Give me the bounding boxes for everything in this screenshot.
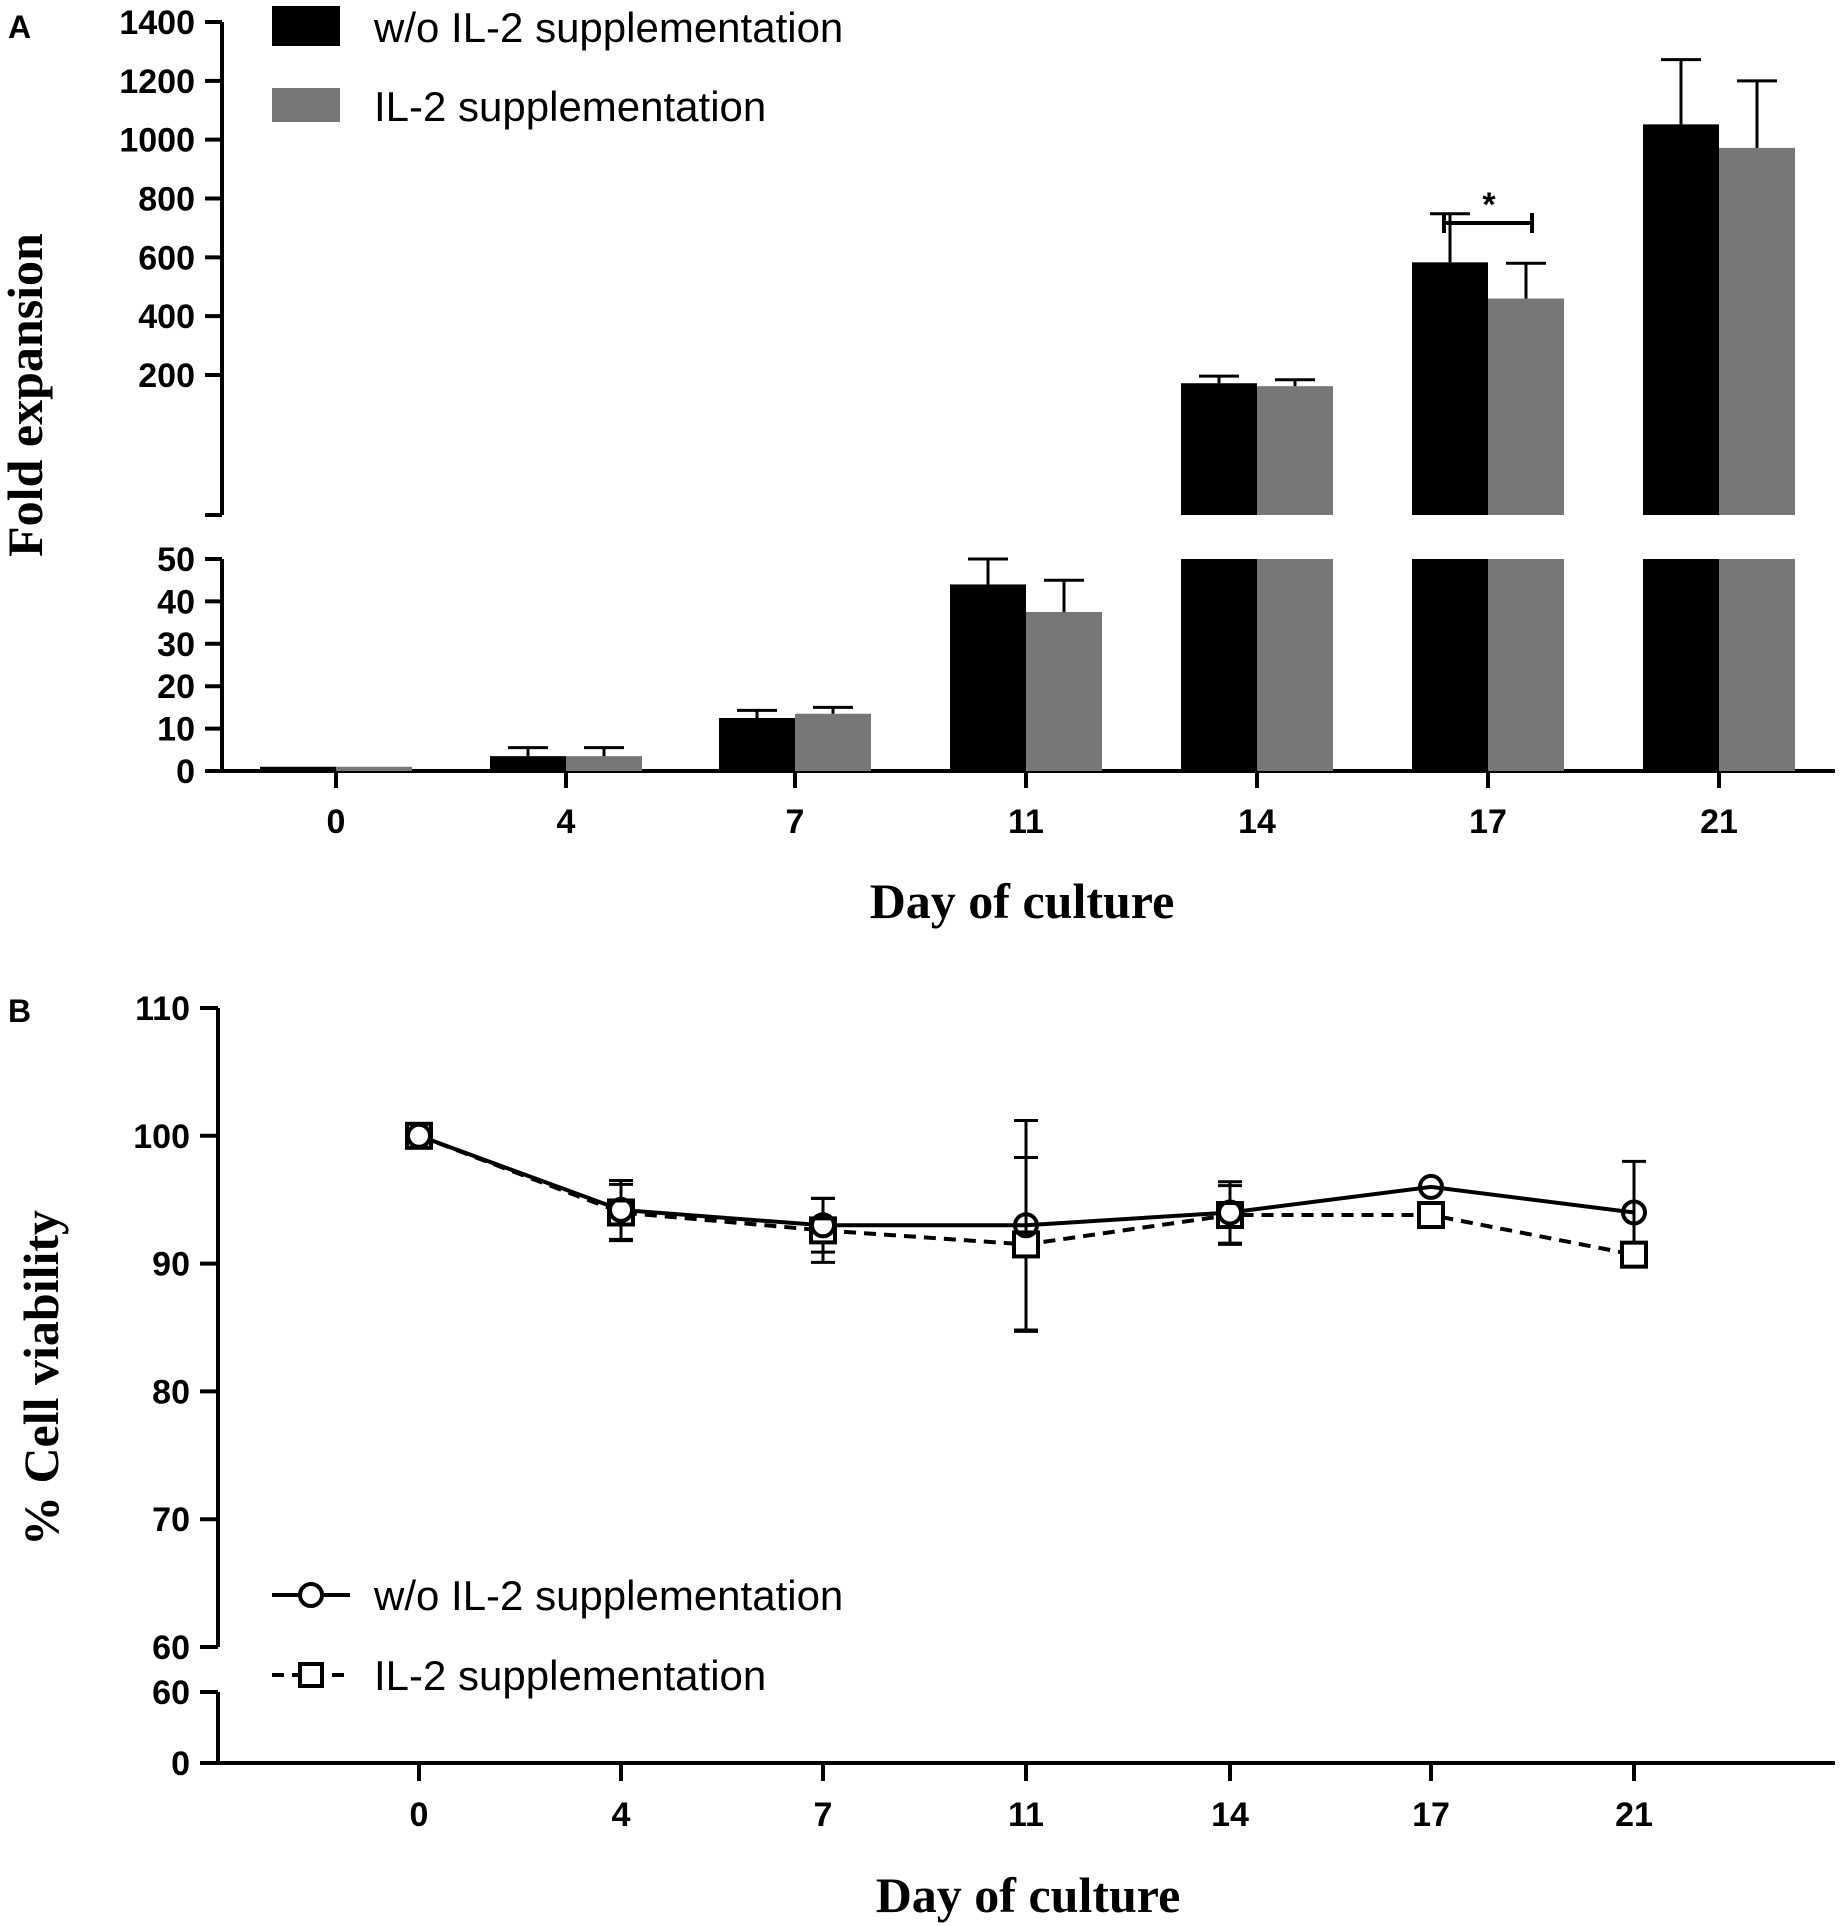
- y-tick-label: 100: [133, 1118, 190, 1156]
- x-tick-label: 11: [1008, 1796, 1044, 1834]
- panel-a: A Fold expansion Day of culture 0 10 20 30 4…: [0, 4, 1835, 929]
- y-tick-label: 0: [171, 1745, 190, 1783]
- data-point-circle: [810, 1212, 836, 1239]
- x-tick-label: 7: [814, 1796, 833, 1834]
- y-tick-label: 60: [152, 1629, 190, 1667]
- y-tick-label: 10: [157, 711, 195, 749]
- bar: [566, 756, 642, 771]
- bar-lower-segment: [1412, 559, 1488, 771]
- y-tick-label: 80: [152, 1373, 190, 1411]
- bar-lower-segment: [1488, 559, 1564, 771]
- bar-upper-segment: [1643, 124, 1719, 516]
- legend-label-series-1: w/o IL-2 supplementation: [373, 4, 843, 51]
- significance-bracket: *: [1442, 186, 1534, 233]
- y-tick-label: 0: [176, 753, 195, 791]
- panel-b-xlabel: Day of culture: [876, 1867, 1181, 1923]
- x-tick-label: 0: [410, 1796, 429, 1834]
- x-tick-label: 17: [1469, 803, 1507, 841]
- legend-label-series-2: IL-2 supplementation: [374, 83, 766, 130]
- y-tick-label: 110: [135, 990, 190, 1028]
- bar: [719, 718, 795, 771]
- x-tick-label: 21: [1615, 1796, 1653, 1834]
- panel-a-y-ticks: 0 10 20 30 40 50 200 400 600 800 1000 1200 1400: [119, 4, 222, 791]
- x-tick-label: 4: [612, 1796, 631, 1834]
- panel-a-letter: A: [8, 9, 31, 45]
- x-tick-label: 0: [327, 803, 346, 841]
- y-tick-label: 1200: [119, 63, 195, 101]
- panel-a-bars: [260, 124, 1795, 771]
- bar-lower-segment: [1643, 559, 1719, 771]
- legend-swatch-black: [272, 6, 340, 46]
- y-tick-label: 20: [157, 668, 195, 706]
- panel-a-legend: w/o IL-2 supplementation IL-2 supplement…: [272, 4, 843, 130]
- bar-upper-segment: [1719, 147, 1795, 516]
- panel-b-ylabel: % Cell viability: [13, 1210, 69, 1546]
- y-tick-label: 30: [157, 626, 195, 664]
- panel-a-ylabel: Fold expansion: [0, 233, 53, 557]
- y-tick-label: 50: [157, 541, 195, 579]
- bar-upper-segment: [1257, 386, 1333, 515]
- x-tick-label: 4: [557, 803, 576, 841]
- data-point-circle: [1217, 1199, 1243, 1226]
- data-point-square: [1417, 1201, 1445, 1230]
- panel-b-letter: B: [8, 993, 31, 1029]
- x-tick-label: 7: [786, 803, 805, 841]
- x-tick-label: 21: [1700, 803, 1738, 841]
- bar: [950, 584, 1026, 771]
- bar: [1026, 612, 1102, 771]
- data-point-circle: [406, 1122, 432, 1149]
- y-tick-label: 90: [152, 1246, 190, 1284]
- bar-lower-segment: [1257, 559, 1333, 771]
- bar-lower-segment: [1719, 559, 1795, 771]
- y-tick-label: 400: [138, 298, 195, 336]
- x-tick-label: 17: [1412, 1796, 1450, 1834]
- panel-a-x-ticks: 0 4 7 11 14 17 21: [327, 771, 1738, 841]
- y-tick-label: 600: [138, 239, 195, 277]
- data-point-square: [1620, 1240, 1648, 1269]
- y-tick-label: 1400: [119, 4, 195, 42]
- y-tick-label: 40: [157, 583, 195, 621]
- data-point-circle: [1621, 1199, 1647, 1226]
- significance-star: *: [1482, 186, 1496, 224]
- bar-upper-segment: [1412, 262, 1488, 515]
- legend-swatch-gray: [272, 88, 340, 122]
- y-tick-label: 70: [152, 1501, 190, 1539]
- y-tick-label: 200: [138, 357, 195, 395]
- panel-b-x-ticks: 0 4 7 11 14 17 21: [410, 1763, 1653, 1834]
- bar-upper-segment: [1488, 298, 1564, 515]
- y-tick-label: 800: [138, 181, 195, 219]
- bar-lower-segment: [1181, 559, 1257, 771]
- x-tick-label: 14: [1238, 803, 1276, 841]
- bar: [795, 713, 871, 771]
- panel-b-series: [405, 1118, 1648, 1333]
- bar: [260, 766, 336, 771]
- x-tick-label: 14: [1211, 1796, 1249, 1834]
- bar: [336, 766, 412, 771]
- panel-a-xlabel: Day of culture: [870, 873, 1175, 929]
- panel-b-y-ticks: 60 70 80 90 100 110 0 60: [133, 990, 218, 1783]
- legend-circle-marker: [298, 1582, 324, 1608]
- x-tick-label: 11: [1008, 803, 1044, 841]
- data-point-circle: [1418, 1173, 1444, 1200]
- panel-b: B % Cell viability Day of culture 607080…: [8, 990, 1835, 1923]
- y-tick-label: 60: [152, 1674, 190, 1712]
- data-point-circle: [608, 1196, 634, 1223]
- y-tick-label: 1000: [119, 122, 195, 160]
- bar: [490, 756, 566, 771]
- panel-a-error-bars: [508, 58, 1777, 757]
- legend-label-series-1: w/o IL-2 supplementation: [373, 1572, 843, 1619]
- panel-b-legend: w/o IL-2 supplementation IL-2 supplement…: [272, 1572, 843, 1699]
- bar-upper-segment: [1181, 383, 1257, 515]
- data-point-circle: [1013, 1212, 1039, 1239]
- legend-square-marker: [298, 1662, 324, 1688]
- legend-label-series-2: IL-2 supplementation: [374, 1652, 766, 1699]
